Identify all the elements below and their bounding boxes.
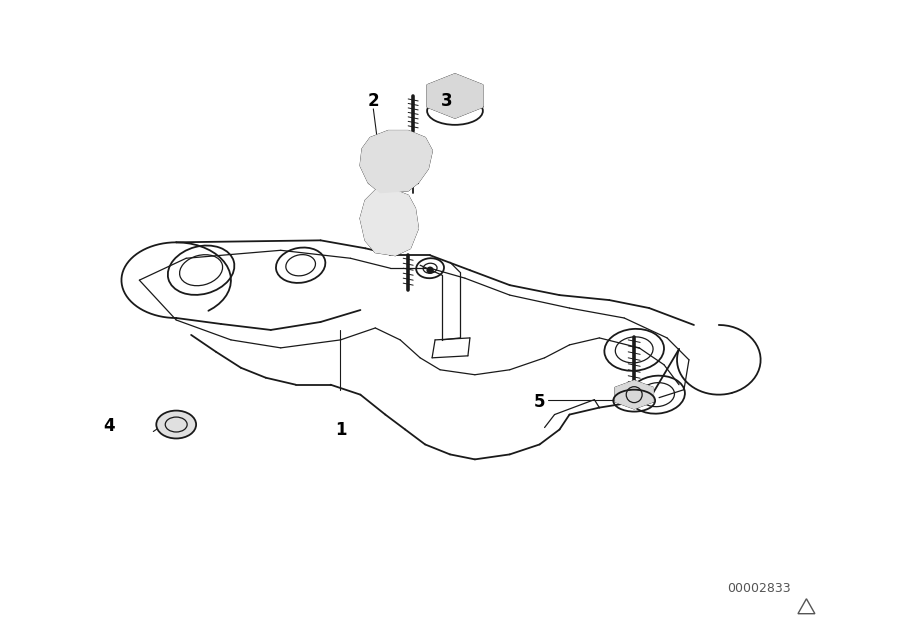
Text: 4: 4	[104, 417, 115, 434]
Circle shape	[428, 267, 433, 273]
Text: 2: 2	[367, 92, 379, 110]
Text: 5: 5	[534, 392, 545, 411]
Ellipse shape	[157, 411, 196, 439]
Text: 3: 3	[441, 92, 453, 110]
Polygon shape	[428, 74, 482, 118]
Polygon shape	[616, 381, 653, 408]
Text: 1: 1	[335, 420, 346, 439]
Polygon shape	[360, 131, 432, 192]
Text: 00002833: 00002833	[727, 582, 790, 595]
Polygon shape	[360, 189, 418, 255]
